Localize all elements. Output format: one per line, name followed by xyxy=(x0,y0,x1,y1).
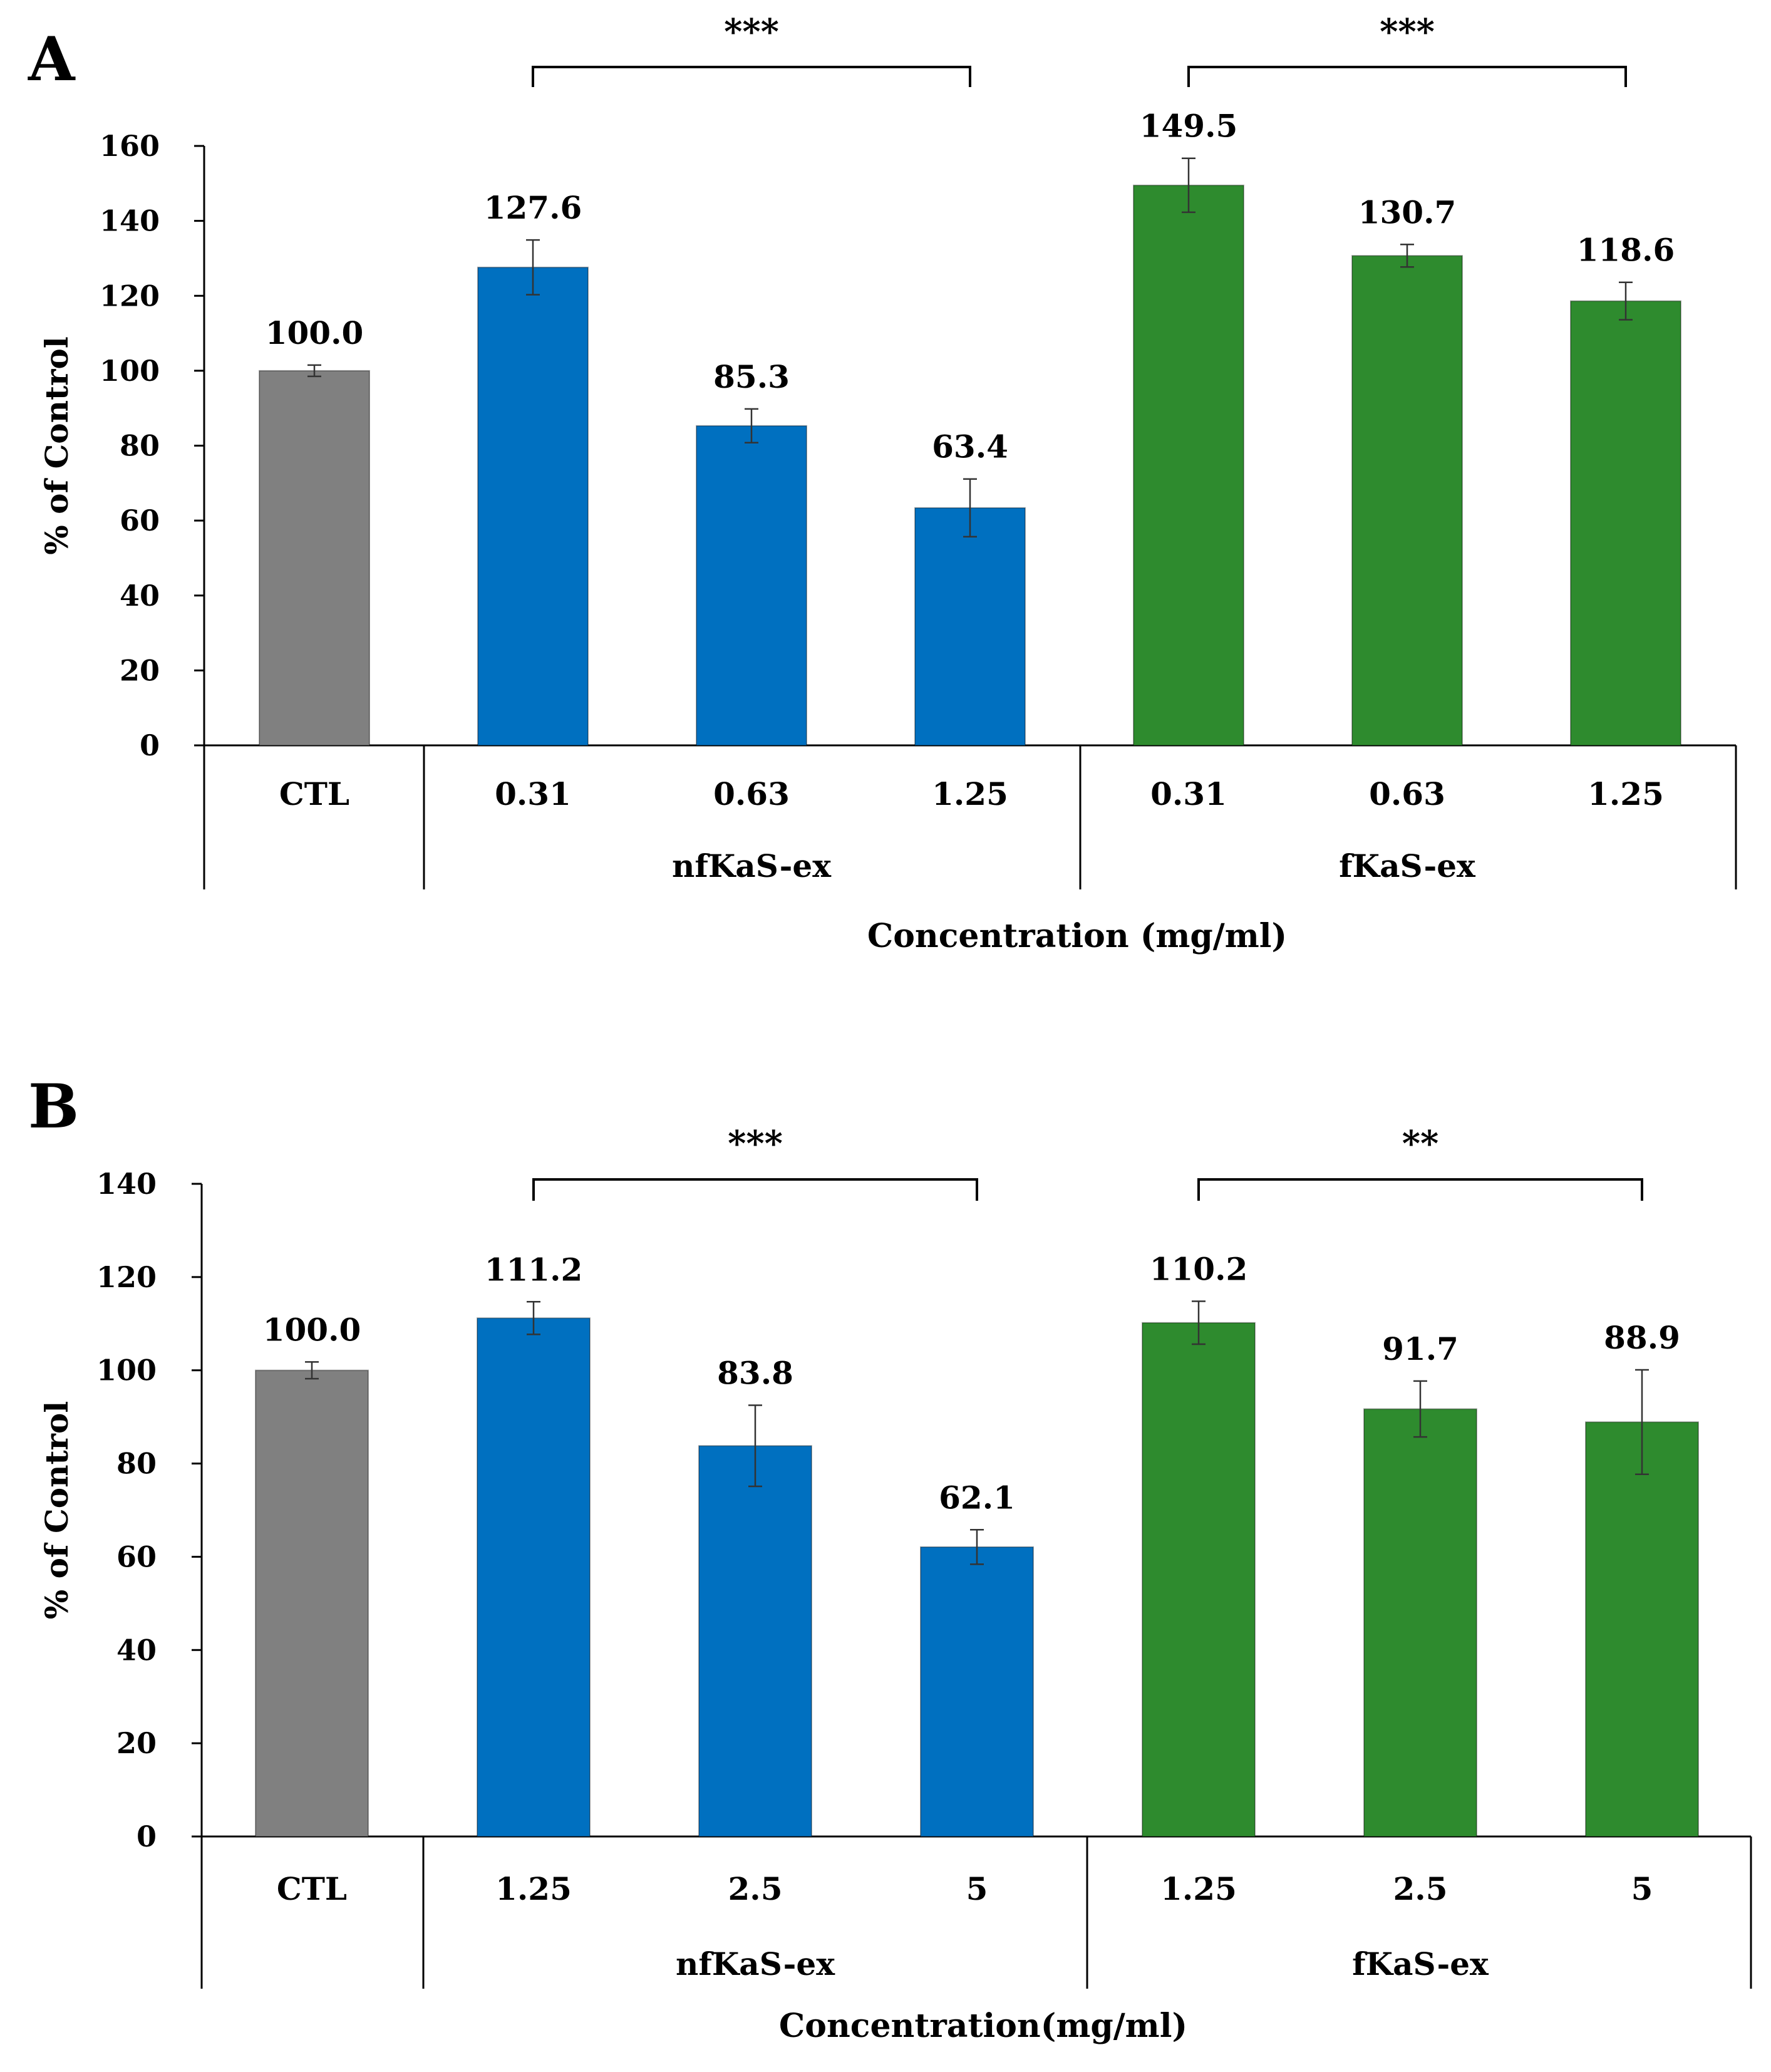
value-label: 118.6 xyxy=(1577,232,1675,269)
y-tick-label: 20 xyxy=(120,653,160,687)
category-label: 5 xyxy=(1631,1870,1653,1907)
group-label: fKaS-ex xyxy=(1339,847,1476,884)
y-tick-label: 40 xyxy=(116,1633,157,1667)
category-label: 5 xyxy=(966,1870,988,1907)
category-label: 0.31 xyxy=(495,775,571,812)
bar xyxy=(259,370,370,746)
x-axis-title: Concentration(mg/ml) xyxy=(779,2007,1187,2045)
value-label: 130.7 xyxy=(1358,194,1457,231)
category-label: 1.25 xyxy=(932,775,1008,812)
bar xyxy=(1363,1408,1477,1837)
value-label: 85.3 xyxy=(713,358,790,395)
panel-label: B xyxy=(28,1071,79,1142)
group-label: fKaS-ex xyxy=(1352,1945,1489,1982)
y-tick-label: 80 xyxy=(116,1447,157,1481)
x-axis-title: Concentration (mg/ml) xyxy=(867,917,1287,955)
category-label: 1.25 xyxy=(495,1870,572,1907)
y-tick-label: 140 xyxy=(96,1167,157,1201)
category-label: CTL xyxy=(279,775,349,812)
value-label: 149.5 xyxy=(1140,108,1238,145)
value-label: 83.8 xyxy=(717,1355,793,1392)
y-tick-label: 0 xyxy=(137,1820,157,1853)
y-tick-label: 120 xyxy=(100,279,160,313)
significance-bracket xyxy=(1187,66,1627,87)
value-label: 100.0 xyxy=(263,1311,361,1348)
value-label: 100.0 xyxy=(266,314,364,351)
y-tick-label: 80 xyxy=(120,429,160,463)
panel-label: A xyxy=(28,24,76,95)
bar xyxy=(255,1369,369,1838)
significance-stars: ** xyxy=(1402,1123,1439,1164)
significance-bracket xyxy=(532,66,971,87)
y-axis-title: % of Control xyxy=(38,1401,75,1619)
significance-stars: *** xyxy=(724,11,779,53)
value-label: 88.9 xyxy=(1604,1319,1680,1356)
bar xyxy=(1351,255,1463,746)
bar xyxy=(477,266,589,747)
significance-bracket xyxy=(532,1178,978,1201)
y-tick-label: 0 xyxy=(140,728,160,762)
bar xyxy=(1585,1421,1699,1838)
bar xyxy=(477,1317,591,1837)
y-tick-label: 120 xyxy=(96,1260,157,1294)
y-tick-label: 20 xyxy=(116,1726,157,1760)
category-label: 1.25 xyxy=(1160,1870,1237,1907)
bar xyxy=(698,1445,812,1837)
group-label: nfKaS-ex xyxy=(672,847,832,884)
category-label: CTL xyxy=(277,1870,347,1907)
category-label: 2.5 xyxy=(1393,1870,1448,1907)
bar xyxy=(914,507,1026,746)
significance-stars: *** xyxy=(1380,11,1435,53)
y-tick-label: 140 xyxy=(100,204,160,238)
bar xyxy=(920,1546,1034,1837)
y-tick-label: 40 xyxy=(120,579,160,613)
value-label: 62.1 xyxy=(939,1479,1015,1516)
group-label: nfKaS-ex xyxy=(676,1945,835,1982)
category-label: 2.5 xyxy=(728,1870,783,1907)
bar xyxy=(1133,184,1244,747)
significance-bracket xyxy=(1197,1178,1643,1201)
y-tick-label: 100 xyxy=(96,1354,157,1387)
category-label: 1.25 xyxy=(1588,775,1664,812)
significance-stars: *** xyxy=(728,1123,783,1164)
y-tick-label: 60 xyxy=(120,504,160,537)
value-label: 110.2 xyxy=(1150,1251,1248,1288)
y-axis-title: % of Control xyxy=(38,336,75,554)
value-label: 111.2 xyxy=(485,1251,583,1288)
bar xyxy=(1570,300,1681,746)
category-label: 0.63 xyxy=(1369,775,1445,812)
bar xyxy=(1142,1322,1256,1837)
y-tick-label: 60 xyxy=(116,1540,157,1573)
value-label: 127.6 xyxy=(484,189,582,226)
value-label: 91.7 xyxy=(1382,1330,1459,1367)
y-tick-label: 100 xyxy=(100,354,160,388)
y-tick-label: 160 xyxy=(100,129,160,163)
category-label: 0.63 xyxy=(713,775,790,812)
value-label: 63.4 xyxy=(932,428,1008,465)
category-label: 0.31 xyxy=(1150,775,1227,812)
bar xyxy=(696,425,807,746)
